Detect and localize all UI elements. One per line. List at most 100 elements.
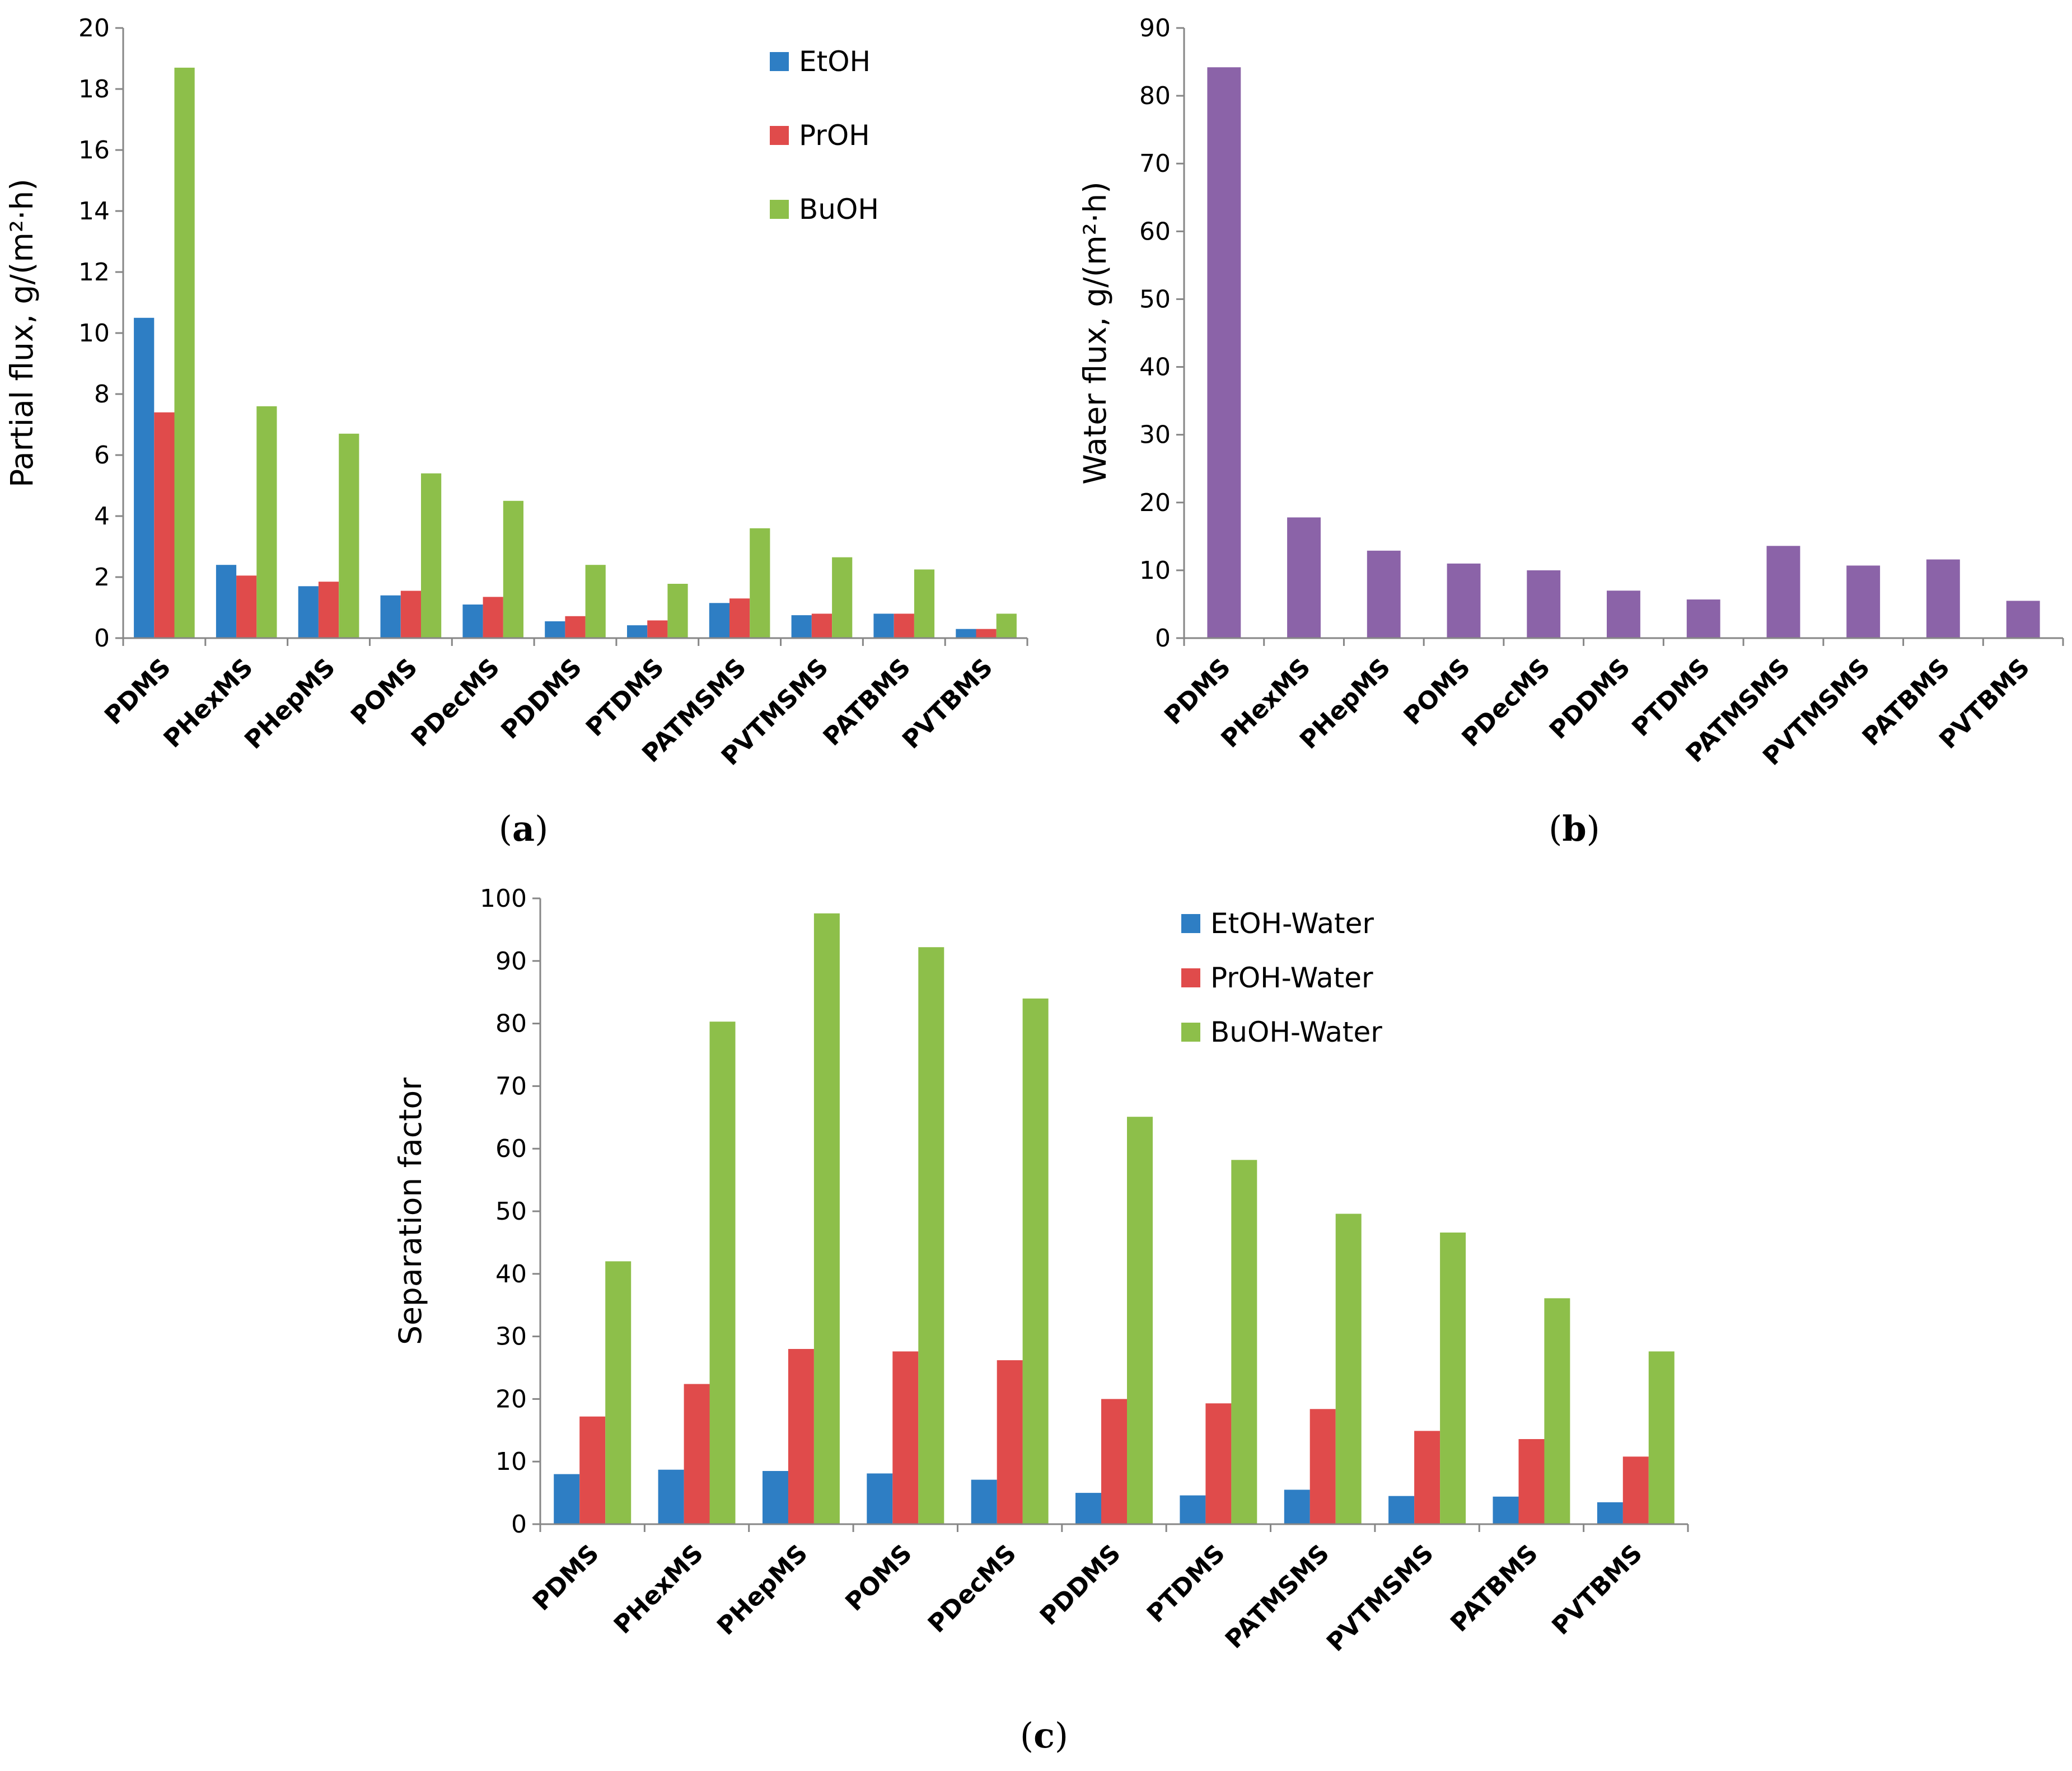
y-tick-label: 20	[495, 1385, 527, 1413]
bar-etoh-water-pvtbms	[1597, 1502, 1623, 1524]
bar-water-phexms	[1287, 517, 1321, 638]
bar-proh-pdms	[154, 412, 175, 638]
bar-proh-water-pvtmsms	[1414, 1431, 1440, 1524]
bar-etoh-pdecms	[462, 605, 483, 638]
bar-water-pdms	[1207, 67, 1241, 638]
y-axis-title: Water flux, g/(m²·h)	[1077, 181, 1113, 484]
x-category-label: PDDMS	[1035, 1539, 1126, 1631]
y-tick-label: 40	[1139, 353, 1171, 382]
x-category-label: PDMS	[1159, 653, 1236, 730]
y-tick-label: 4	[94, 502, 110, 531]
y-axis-title: Separation factor	[392, 1077, 428, 1345]
y-tick-label: 80	[495, 1010, 527, 1038]
bar-water-pddms	[1607, 591, 1640, 638]
bar-etoh-water-pddms	[1075, 1493, 1101, 1524]
bar-proh-phexms	[236, 575, 257, 638]
bar-buoh-water-poms	[918, 947, 944, 1524]
bar-buoh-phexms	[256, 406, 277, 638]
bar-buoh-water-pddms	[1127, 1117, 1153, 1524]
bar-etoh-water-phepms	[763, 1471, 788, 1524]
bar-etoh-water-poms	[867, 1473, 893, 1524]
bar-proh-water-patbms	[1518, 1439, 1545, 1524]
bar-etoh-water-pvtmsms	[1388, 1496, 1415, 1524]
legend-swatch-proh	[770, 126, 789, 145]
y-tick-label: 0	[511, 1510, 527, 1539]
chart-c: 0 10 20 30 40 50 60 70 80 90 100 PDMS PHexMS PHepMS PO…	[392, 884, 1689, 1756]
x-category-label: PDecMS	[1456, 653, 1556, 753]
x-category-label: POMS	[345, 653, 423, 731]
bar-proh-water-patmsms	[1309, 1409, 1336, 1524]
y-tick-label: 30	[1139, 421, 1171, 449]
bar-water-pvtbms	[2006, 601, 2040, 638]
x-category-label: POMS	[1399, 653, 1476, 731]
x-category-label: PDDMS	[1544, 653, 1636, 745]
panel-label: (b)	[1549, 808, 1600, 849]
bar-buoh-pvtbms	[996, 613, 1017, 638]
x-category-label: PDDMS	[495, 653, 587, 745]
bar-buoh-pdecms	[503, 500, 523, 639]
bar-buoh-water-patmsms	[1335, 1214, 1362, 1524]
bar-water-pvtmsms	[1846, 565, 1881, 638]
bar-water-ptdms	[1686, 599, 1720, 638]
y-tick-label: 12	[78, 258, 110, 287]
bar-etoh-pddms	[545, 621, 565, 638]
y-tick-label: 2	[94, 563, 110, 592]
y-tick-label: 50	[495, 1197, 527, 1226]
bar-proh-water-pddms	[1101, 1399, 1127, 1524]
legend-swatch-buoh	[770, 200, 789, 219]
x-category-label: PDMS	[527, 1539, 605, 1617]
legend-label-etoh: EtOH	[799, 45, 871, 78]
x-category-label: PHepMS	[239, 653, 341, 755]
bar-buoh-water-pdms	[605, 1261, 632, 1524]
bar-etoh-water-patbms	[1493, 1496, 1519, 1524]
y-tick-label: 0	[94, 624, 110, 653]
x-category-label: PHexMS	[609, 1539, 709, 1639]
y-tick-label: 90	[1139, 14, 1171, 43]
bar-proh-pddms	[565, 616, 586, 638]
x-category-label: PDecMS	[406, 653, 506, 753]
bar-buoh-poms	[421, 473, 442, 638]
y-tick-label: 40	[495, 1260, 527, 1289]
bar-etoh-pdms	[134, 317, 155, 639]
x-category-label: PTDMS	[1142, 1539, 1231, 1628]
y-tick-label: 70	[1139, 149, 1171, 178]
bar-etoh-water-pdecms	[971, 1479, 997, 1524]
bar-etoh-poms	[380, 595, 401, 638]
bar-water-poms	[1447, 563, 1481, 638]
x-category-label: PATMSMS	[1220, 1539, 1335, 1655]
y-tick-label: 20	[78, 14, 110, 43]
legend-swatch-etoh-water	[1181, 914, 1200, 933]
legend-swatch-proh-water	[1181, 968, 1200, 987]
bar-buoh-water-phepms	[813, 913, 840, 1524]
bar-etoh-phepms	[298, 586, 319, 638]
bar-buoh-phepms	[339, 433, 359, 638]
bar-etoh-phexms	[216, 565, 237, 638]
bar-proh-poms	[400, 591, 421, 638]
legend-label-proh: PrOH	[799, 119, 870, 152]
bar-buoh-patmsms	[750, 528, 770, 638]
bar-water-patbms	[1926, 559, 1960, 638]
y-tick-label: 100	[480, 884, 527, 913]
bar-etoh-patbms	[873, 613, 894, 638]
bar-etoh-water-phexms	[658, 1469, 684, 1524]
bar-buoh-water-pvtmsms	[1440, 1233, 1466, 1524]
panel-label: (a)	[499, 808, 549, 849]
bar-proh-pvtmsms	[811, 613, 832, 638]
bar-buoh-water-pdecms	[1022, 998, 1049, 1524]
bar-water-patmsms	[1766, 546, 1800, 638]
legend-swatch-buoh-water	[1181, 1023, 1200, 1042]
bar-proh-phepms	[318, 582, 339, 638]
x-category-label: PHepMS	[712, 1539, 813, 1641]
bar-proh-ptdms	[647, 620, 668, 638]
y-tick-label: 80	[1139, 82, 1171, 110]
y-tick-label: 10	[495, 1447, 527, 1476]
y-tick-label: 60	[495, 1135, 527, 1163]
bar-buoh-water-phexms	[709, 1022, 736, 1524]
bar-buoh-water-patbms	[1544, 1298, 1570, 1524]
legend-label-buoh-water: BuOH-Water	[1210, 1016, 1382, 1048]
bar-buoh-ptdms	[667, 584, 688, 638]
bar-proh-water-phexms	[684, 1384, 710, 1524]
x-category-label: PATBMS	[1445, 1539, 1544, 1638]
